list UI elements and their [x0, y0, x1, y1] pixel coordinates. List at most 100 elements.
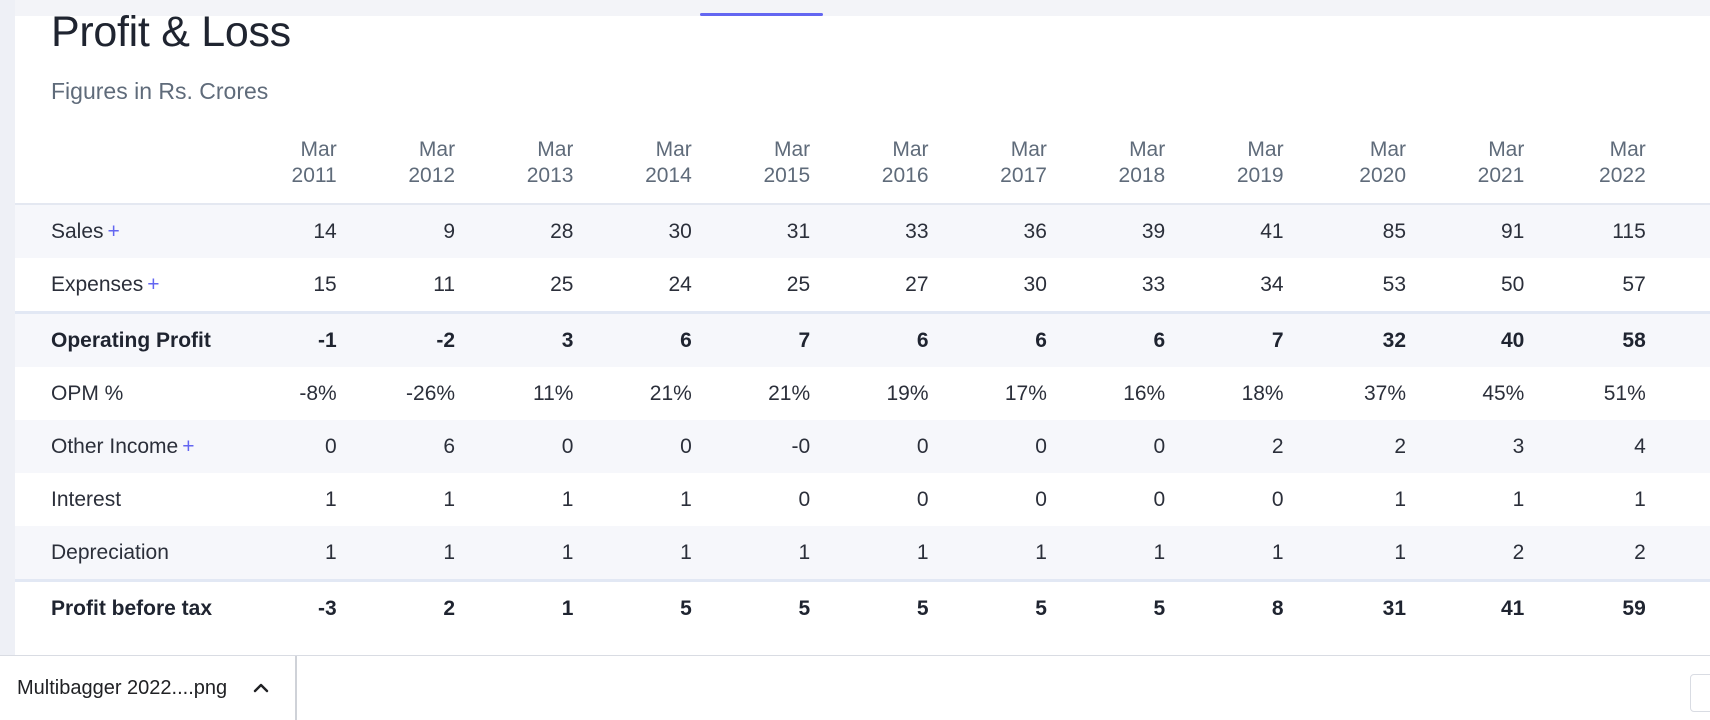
value-cell: 14 — [237, 204, 337, 258]
column-header-month: Mar — [1369, 137, 1406, 161]
value-cell: 1 — [680, 487, 692, 511]
value-cell: 6 — [810, 311, 929, 367]
value-cell: 1 — [237, 526, 337, 581]
value-cell: 5 — [810, 579, 929, 635]
row-label: Other Income — [51, 434, 179, 458]
value-cell: 0 — [1046, 420, 1166, 473]
column-header: Mar 2012 — [336, 122, 456, 205]
column-header-year: 2020 — [1359, 163, 1406, 187]
value-cell: -0 — [691, 420, 811, 473]
row-label: Operating Profit — [51, 328, 211, 352]
table-row[interactable]: Sales+14928303133363941859111512 — [15, 204, 1710, 258]
value-cell: 24 — [668, 272, 692, 296]
value-cell: 0 — [928, 420, 1047, 473]
value-cell: 0 — [237, 420, 337, 473]
value-cell: 2 — [1406, 526, 1525, 581]
value-cell: 5 — [928, 579, 1047, 635]
row-label-cell: Operating Profit — [15, 311, 238, 367]
show-all-button[interactable] — [1690, 674, 1710, 712]
value-cell: 45% — [1482, 381, 1525, 405]
value-cell: 11% — [532, 381, 574, 405]
column-header: Mar 2020 — [1283, 122, 1406, 205]
value-cell: 28 — [455, 204, 574, 258]
column-header-month: Mar — [1129, 137, 1166, 161]
row-label: Expenses — [51, 272, 144, 296]
row-label-cell: Depreciation — [15, 526, 238, 581]
row-label-cell[interactable]: Expenses + — [15, 258, 238, 313]
row-label-cell[interactable]: Sales + — [15, 204, 238, 258]
value-cell: 115 — [1524, 204, 1646, 258]
column-header: Mar 2015 — [691, 122, 811, 205]
download-item[interactable]: Multibagger 2022....png — [0, 656, 297, 720]
table-row[interactable]: Expenses+1511252425273033345350576 — [15, 258, 1710, 313]
profit-loss-table: Mar 2011 Mar 2012 Mar 2013 Mar 2014 Mar 2015 Mar 20… — [15, 122, 1710, 635]
column-header-month: Mar — [773, 137, 811, 161]
table-body: Sales+14928303133363941859111512Expenses… — [15, 204, 1710, 635]
value-cell: -3 — [237, 579, 337, 635]
value-cell: 1 — [325, 487, 337, 511]
value-cell: 1 — [1634, 487, 1646, 511]
value-cell: 1 — [443, 487, 456, 511]
column-header: TT — [1645, 122, 1710, 205]
value-cell: 1 — [1394, 487, 1406, 511]
value-cell: 11 — [433, 272, 456, 296]
value-cell: 6 — [1646, 258, 1710, 313]
table-row[interactable]: Other Income +0 6 0 0 -0 0 0 0 2 2 3 4 — [15, 420, 1710, 473]
row-label: Interest — [51, 487, 122, 511]
value-cell: 53 — [1382, 272, 1406, 296]
expand-plus-icon[interactable]: + — [107, 219, 120, 243]
value-cell: 59 — [1524, 579, 1646, 635]
active-tab-indicator — [700, 13, 823, 16]
table-row: OPM % -8% -26% 11% 21% 21% 19% 17% 16% 18% 37% 45% 5… — [15, 367, 1710, 420]
section-subtitle: Figures in Rs. Crores — [51, 78, 269, 104]
value-cell: -26% — [406, 381, 456, 405]
chevron-up-icon[interactable] — [250, 677, 272, 699]
column-header-month: Mar — [537, 137, 574, 161]
value-cell: -2 — [336, 311, 456, 367]
value-cell: 3 — [1406, 420, 1525, 473]
value-cell: -1 — [237, 311, 337, 367]
value-cell: 85 — [1283, 204, 1406, 258]
value-cell: 25 — [786, 272, 811, 296]
value-cell: 34 — [1260, 272, 1284, 296]
column-header-month: Mar — [1609, 137, 1646, 161]
column-header-year: 2016 — [881, 163, 929, 187]
table-row: Profit before tax-3215555583141596 — [15, 579, 1710, 635]
value-cell: 40 — [1406, 311, 1525, 367]
value-cell: 6 — [336, 420, 456, 473]
value-cell — [1646, 473, 1710, 526]
value-cell: 0 — [798, 487, 811, 511]
value-cell: 5 — [1046, 579, 1166, 635]
column-header: Mar 2013 — [455, 122, 574, 205]
value-cell: 0 — [455, 420, 574, 473]
column-header: Mar 2021 — [1406, 122, 1525, 205]
value-cell: 1 — [928, 526, 1047, 581]
value-cell — [1645, 526, 1710, 581]
column-header-year: 2018 — [1118, 163, 1166, 187]
value-cell: 31 — [691, 204, 811, 258]
column-header-month: Mar — [1247, 137, 1284, 161]
value-cell: 2 — [1165, 420, 1284, 473]
row-label-cell[interactable]: Other Income + — [15, 420, 238, 473]
value-cell: 30 — [1023, 272, 1047, 296]
value-cell: 31 — [1283, 579, 1406, 635]
row-label: OPM % — [51, 381, 124, 405]
row-label-cell: Interest — [15, 473, 238, 526]
expand-plus-icon[interactable]: + — [182, 434, 195, 458]
value-cell: 0 — [810, 420, 929, 473]
expand-plus-icon[interactable]: + — [147, 272, 160, 296]
row-label-cell: Profit before tax — [15, 579, 238, 635]
value-cell: 1 — [455, 526, 574, 581]
column-header: Mar 2018 — [1046, 122, 1166, 205]
value-cell: 41 — [1406, 579, 1525, 635]
value-cell: 33 — [1141, 272, 1166, 296]
column-header: Mar 2014 — [573, 122, 692, 205]
value-cell: 50 — [1501, 272, 1525, 296]
value-cell: 5 — [573, 579, 692, 635]
header-label-cell — [15, 122, 238, 205]
value-cell: 51% — [1603, 381, 1646, 405]
value-cell: 1 — [455, 579, 574, 635]
row-label: Profit before tax — [51, 596, 213, 620]
column-header: Mar 2017 — [928, 122, 1047, 205]
value-cell: -8% — [299, 381, 337, 405]
